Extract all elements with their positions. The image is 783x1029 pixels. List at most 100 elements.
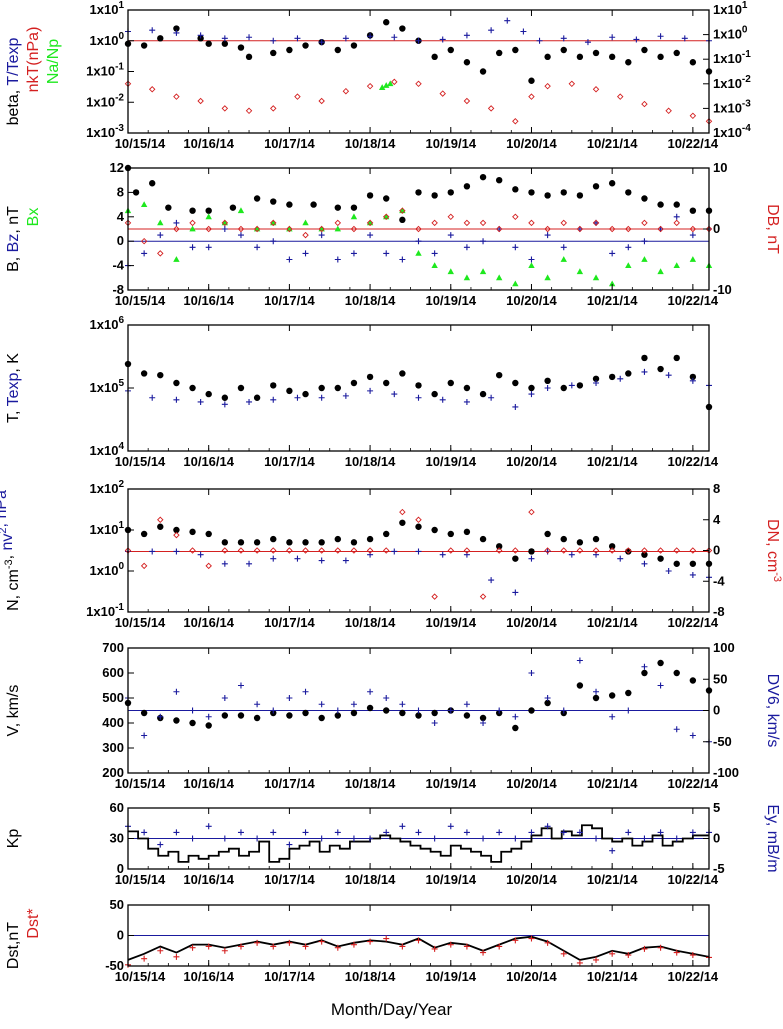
- data-point: [270, 547, 277, 554]
- data-point: [689, 732, 696, 739]
- data-point: [415, 712, 422, 719]
- data-point: [189, 528, 196, 536]
- data-point: [221, 835, 228, 842]
- data-point: [237, 712, 245, 719]
- series-dst-: [125, 935, 712, 968]
- data-point: [350, 701, 357, 708]
- x-tick-label: 10/17/14: [264, 872, 315, 887]
- data-point: [608, 280, 616, 287]
- data-point: [479, 68, 487, 75]
- data-point: [415, 225, 422, 233]
- y-axis-label-right: DV6, km/s: [764, 674, 781, 748]
- data-point: [399, 508, 406, 516]
- data-point: [173, 29, 180, 36]
- y-tick-label: 12: [110, 160, 124, 175]
- data-point: [140, 201, 148, 207]
- x-tick-label: 10/15/14: [115, 969, 166, 984]
- data-point: [399, 256, 406, 263]
- data-point: [302, 539, 309, 546]
- x-tick-label: 10/18/14: [345, 136, 396, 151]
- data-point: [592, 535, 600, 543]
- data-point: [415, 548, 422, 555]
- x-tick-label: 10/22/14: [668, 776, 719, 791]
- y-tick-label: 400: [102, 715, 124, 730]
- data-point: [431, 390, 438, 398]
- data-point: [334, 225, 342, 232]
- data-point: [415, 394, 422, 401]
- data-point: [173, 219, 180, 226]
- data-point: [302, 390, 309, 398]
- data-point: [173, 953, 180, 960]
- y-tick-label: 1x10-1: [86, 62, 124, 79]
- data-point: [367, 688, 374, 695]
- data-point: [229, 204, 237, 211]
- data-point: [544, 274, 551, 281]
- data-point: [391, 548, 398, 555]
- data-point: [334, 547, 342, 554]
- data-point: [302, 688, 309, 695]
- data-point: [512, 835, 519, 842]
- x-tick-label: 10/18/14: [345, 615, 396, 630]
- data-point: [237, 547, 245, 554]
- series-v: [124, 659, 713, 732]
- data-point: [625, 689, 632, 697]
- data-point: [415, 80, 422, 88]
- data-point: [189, 944, 196, 951]
- data-point: [254, 244, 261, 251]
- data-point: [318, 938, 325, 945]
- data-point: [294, 35, 301, 42]
- panel-bfield: 10/15/14 10/16/14 10/17/14 10/18/14 10/19/14…: [5, 160, 781, 308]
- data-point: [479, 714, 487, 722]
- data-point: [318, 714, 325, 722]
- data-point: [415, 829, 422, 836]
- data-point: [520, 28, 527, 35]
- data-point: [415, 250, 422, 256]
- data-point: [512, 118, 519, 125]
- data-point: [576, 682, 584, 689]
- data-point: [334, 46, 342, 54]
- data-point: [447, 46, 454, 54]
- data-point: [439, 90, 446, 97]
- y-tick-label: 1x101: [90, 520, 125, 537]
- data-point: [560, 219, 567, 227]
- data-point: [512, 937, 519, 944]
- data-point: [286, 46, 293, 54]
- data-point: [366, 219, 374, 227]
- data-point: [157, 713, 164, 720]
- data-point: [221, 712, 229, 719]
- series-na-np: [378, 80, 394, 90]
- y-tick-label: 1x105: [90, 378, 125, 395]
- x-tick-label: 10/15/14: [115, 872, 166, 887]
- data-point: [528, 935, 535, 942]
- data-point: [609, 713, 616, 720]
- series-line: [128, 824, 709, 863]
- y-right-tick-label: -4: [713, 573, 725, 588]
- data-point: [479, 173, 487, 181]
- data-point: [286, 547, 293, 554]
- data-point: [544, 53, 551, 61]
- y-right-tick-label: -50: [713, 734, 732, 749]
- data-point: [512, 589, 519, 596]
- data-point: [350, 250, 357, 257]
- data-point: [367, 835, 374, 842]
- y-right-tick-label: 1x10-2: [713, 74, 751, 91]
- data-point: [689, 829, 696, 836]
- data-point: [463, 701, 470, 708]
- data-point: [391, 391, 398, 398]
- data-point: [302, 219, 309, 226]
- y-right-tick-label: 1x10-1: [713, 49, 751, 66]
- y-axis-label-right: DN, cm-3: [764, 519, 783, 582]
- data-point: [689, 59, 697, 66]
- data-point: [463, 59, 471, 66]
- data-point: [657, 225, 664, 233]
- data-point: [399, 823, 406, 830]
- data-point: [625, 189, 632, 196]
- series-texp: [125, 368, 712, 410]
- data-point: [560, 384, 567, 392]
- data-point: [689, 677, 697, 684]
- data-point: [270, 707, 277, 714]
- data-point: [245, 53, 253, 61]
- x-tick-label: 10/17/14: [264, 454, 315, 469]
- data-point: [689, 225, 697, 233]
- y-right-tick-label: 10: [713, 160, 727, 175]
